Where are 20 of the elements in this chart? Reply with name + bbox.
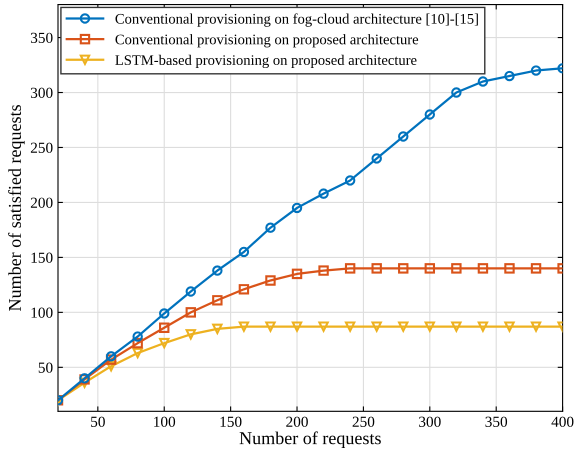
x-tick-label: 200 bbox=[286, 416, 308, 427]
x-tick-label: 400 bbox=[551, 416, 574, 427]
y-tick-label: 100 bbox=[32, 308, 53, 318]
legend-label: LSTM-based provisioning on proposed architecture bbox=[115, 54, 416, 68]
x-tick-label: 100 bbox=[154, 416, 176, 427]
y-tick-label: 150 bbox=[32, 252, 53, 263]
legend-label: Conventional provisioning on proposed architecture bbox=[115, 34, 418, 48]
legend-label: Conventional provisioning on fog-cloud architecture [10]-[15] bbox=[115, 13, 478, 27]
y-tick-label: 200 bbox=[30, 198, 53, 208]
x-axis-title: Number of requests bbox=[240, 431, 381, 448]
x-tick-label: 300 bbox=[419, 416, 441, 427]
x-tick-label: 250 bbox=[352, 416, 374, 427]
y-tick-label: 350 bbox=[30, 32, 53, 43]
y-tick-label: 300 bbox=[30, 88, 53, 98]
y-axis-title: Number of satisfied requests bbox=[8, 105, 25, 311]
x-tick-label: 50 bbox=[91, 416, 105, 427]
y-tick-label: 250 bbox=[30, 142, 53, 153]
y-tick-label: 50 bbox=[38, 362, 53, 373]
x-tick-label: 350 bbox=[485, 416, 508, 427]
x-tick-label: 150 bbox=[220, 416, 242, 427]
